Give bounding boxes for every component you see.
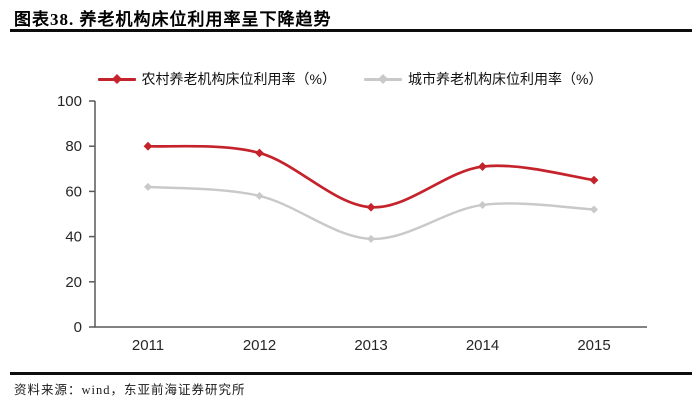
chart-legend: 农村养老机构床位利用率（%） 城市养老机构床位利用率（%）	[0, 69, 700, 89]
legend-line-swatch-icon	[364, 74, 402, 84]
x-axis-tick-label: 2015	[577, 337, 610, 354]
data-point-marker-rural	[255, 148, 264, 158]
y-axis-tick-label: 0	[74, 319, 82, 336]
y-axis-tick-label: 100	[57, 93, 82, 110]
y-axis-tick-label: 80	[65, 138, 82, 155]
source-note: 资料来源：wind，东亚前海证券研究所	[14, 383, 246, 397]
data-point-marker-rural	[589, 175, 599, 185]
legend-label: 城市养老机构床位利用率（%）	[408, 71, 603, 87]
data-point-marker-rural	[143, 141, 153, 151]
series-line-urban	[146, 185, 596, 241]
legend-label: 农村养老机构床位利用率（%）	[141, 71, 336, 87]
data-point-marker-urban	[367, 234, 375, 243]
data-point-marker-urban	[255, 191, 264, 200]
data-point-marker-urban	[478, 200, 487, 209]
y-axis-tick-label: 60	[65, 183, 82, 200]
x-axis-tick-label: 2013	[354, 337, 387, 354]
legend-line-swatch-icon	[97, 74, 136, 84]
title-divider	[10, 29, 692, 32]
legend-item-urban: 城市养老机构床位利用率（%）	[364, 69, 602, 89]
x-axis-tick-label: 2014	[466, 337, 499, 354]
y-axis-tick-label: 40	[65, 229, 82, 246]
x-axis-tick-label: 2011	[132, 337, 164, 354]
series-line-rural	[146, 144, 596, 209]
data-point-marker-rural	[366, 202, 376, 212]
data-point-marker-urban	[144, 182, 152, 191]
footer-divider	[10, 372, 692, 375]
legend-item-rural: 农村养老机构床位利用率（%）	[97, 69, 336, 89]
data-point-marker-urban	[590, 205, 598, 214]
y-axis-tick-label: 20	[65, 274, 82, 291]
axes	[94, 101, 647, 328]
data-point-marker-rural	[478, 162, 487, 171]
x-axis-tick-label: 2012	[243, 337, 276, 354]
figure-title: 图表38. 养老机构床位利用率呈下降趋势	[14, 10, 332, 29]
